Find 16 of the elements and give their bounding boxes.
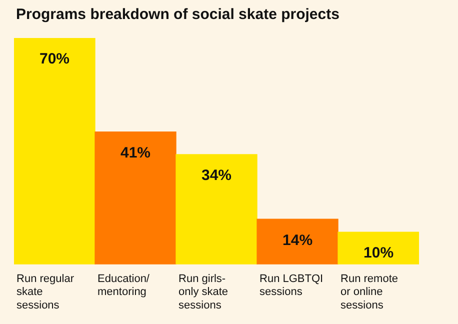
x-tick-label: Run LGBTQI sessions — [260, 273, 324, 298]
bar — [94, 131, 176, 264]
bar — [338, 232, 420, 264]
data-label: 70% — [39, 50, 70, 68]
data-label: 10% — [364, 244, 394, 262]
data-label: 14% — [282, 232, 313, 249]
bar — [14, 38, 96, 264]
x-tick-label: Run remote or online sessions — [340, 273, 398, 312]
data-label: 41% — [120, 144, 151, 162]
x-tick-label: Run regular skate sessions — [16, 273, 74, 312]
data-label: 34% — [202, 167, 232, 184]
bar — [176, 154, 258, 264]
x-tick-label: Run girls-only skate sessions — [178, 273, 228, 312]
bar — [256, 218, 338, 264]
chart-title: Programs breakdown of social skate projects — [16, 6, 340, 23]
x-tick-label: Education/ mentoring — [98, 273, 150, 298]
